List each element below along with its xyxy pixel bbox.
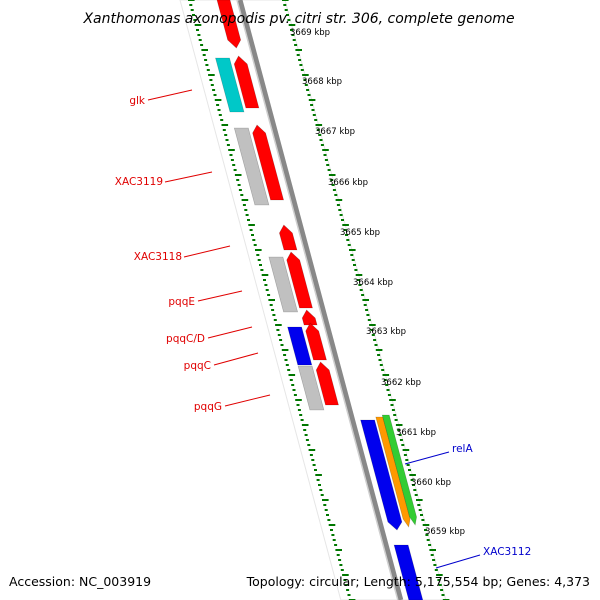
gene-arrow-red bbox=[305, 322, 327, 361]
gene-arrow-green bbox=[381, 414, 417, 526]
ruler-labels: 3669 kbp 3668 kbp 3667 kbp 3666 kbp 3665… bbox=[290, 28, 465, 537]
label-leader-line bbox=[435, 554, 481, 569]
label-leader-line bbox=[197, 290, 243, 302]
label-leader-line bbox=[164, 171, 213, 183]
ruler-label: 3659 kbp bbox=[425, 527, 465, 537]
gene-arrow-red bbox=[286, 251, 313, 309]
label-leader-line bbox=[213, 352, 259, 366]
ruler-label: 3667 kbp bbox=[315, 127, 355, 137]
map-title: Xanthomonas axonopodis pv. citri str. 30… bbox=[82, 11, 514, 27]
gene-arrow-red bbox=[279, 224, 298, 251]
backbone-shade bbox=[236, 0, 399, 600]
gene-arrow-blue bbox=[360, 419, 403, 531]
gene-features bbox=[215, 0, 424, 600]
gene-arrow-red bbox=[252, 124, 284, 201]
gene-label-xac3112[interactable]: XAC3112 bbox=[483, 546, 531, 558]
accession-text: Accession: NC_003919 bbox=[9, 574, 151, 589]
ruler-label: 3665 kbp bbox=[340, 228, 380, 238]
gene-arrow-blue bbox=[393, 544, 424, 600]
gene-arrow-red bbox=[216, 0, 242, 49]
ruler-label: 3663 kbp bbox=[366, 327, 406, 337]
label-leader-line bbox=[404, 451, 450, 465]
gene-label-pqqcd[interactable]: pqqC/D bbox=[166, 333, 205, 345]
ruler-label: 3668 kbp bbox=[302, 77, 342, 87]
gene-arrow-grey bbox=[268, 256, 298, 313]
genome-backbone bbox=[236, 0, 404, 600]
ruler-label: 3660 kbp bbox=[411, 478, 451, 488]
ruler-label: 3664 kbp bbox=[353, 278, 393, 288]
gene-arrow-red bbox=[315, 361, 339, 406]
label-leader-line bbox=[183, 245, 231, 258]
gene-label-glk[interactable]: glk bbox=[129, 95, 146, 107]
tick-marks bbox=[188, 0, 450, 600]
label-leader-line bbox=[224, 394, 271, 407]
backbone-line bbox=[237, 0, 404, 600]
ruler-label: 3669 kbp bbox=[290, 28, 330, 38]
gene-label-pqqc[interactable]: pqqC bbox=[184, 360, 211, 372]
gene-arrow-cyan bbox=[215, 57, 245, 113]
gene-arrow-blue bbox=[287, 326, 313, 366]
gene-label-pqqg[interactable]: pqqG bbox=[194, 401, 222, 413]
gene-arrow-red bbox=[233, 55, 260, 109]
gene-label-xac3119[interactable]: XAC3119 bbox=[115, 176, 163, 188]
gene-arrow-grey bbox=[297, 365, 325, 411]
ruler-label: 3666 kbp bbox=[328, 178, 368, 188]
label-leaders bbox=[147, 89, 481, 569]
gene-arrow-orange bbox=[375, 416, 411, 528]
gene-label-xac3118[interactable]: XAC3118 bbox=[134, 251, 182, 263]
gene-arrow-grey bbox=[233, 127, 270, 206]
label-leader-line bbox=[207, 326, 253, 339]
ruler-label: 3661 kbp bbox=[396, 428, 436, 438]
gene-label-pqqe[interactable]: pqqE bbox=[168, 296, 195, 308]
gene-labels: glk XAC3119 XAC3118 pqqE pqqC/D pqqC pqq… bbox=[115, 95, 532, 558]
genome-summary-text: Topology: circular; Length: 5,175,554 bp… bbox=[246, 574, 590, 589]
gene-label-rela[interactable]: relA bbox=[452, 443, 473, 455]
label-leader-line bbox=[147, 89, 193, 101]
ruler-label: 3662 kbp bbox=[381, 378, 421, 388]
